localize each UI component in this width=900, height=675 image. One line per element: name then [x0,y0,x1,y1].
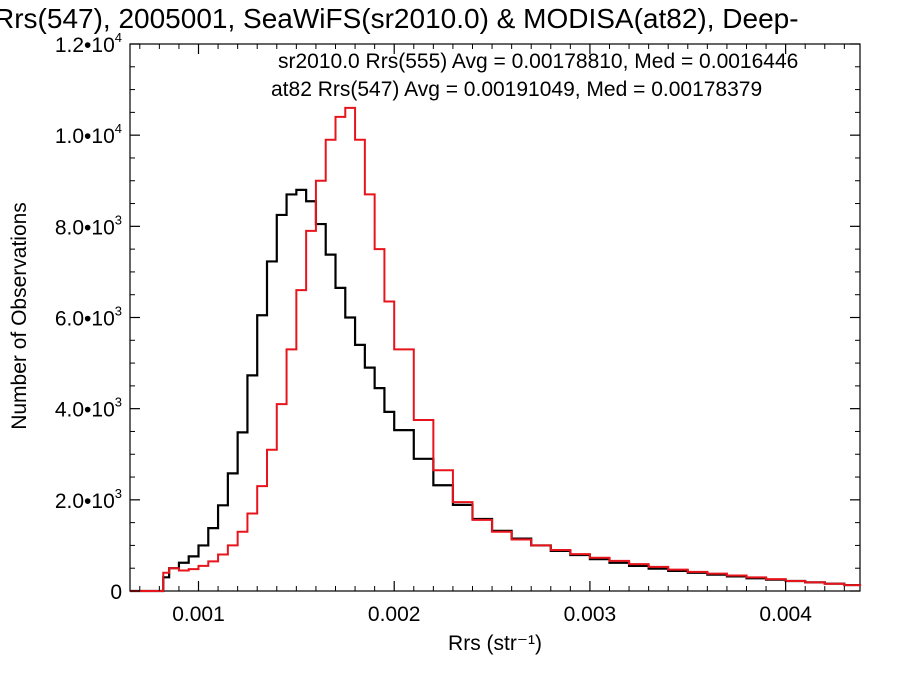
plot-area [129,43,861,592]
legend-entry-sr2010: sr2010.0 Rrs(555) Avg = 0.00178810, Med … [278,50,798,73]
legend: sr2010.0 Rrs(555) Avg = 0.00178810, Med … [271,50,798,101]
x-tick-label-2: 0.003 [564,603,617,626]
x-tick-label-3: 0.004 [759,603,812,626]
ticks-layer: 0.001 0.002 0.003 0.004 0 2.0•103 4.0•103 6.0•1… [55,30,860,626]
plot-frame [129,43,861,592]
legend-entry-at82: at82 Rrs(547) Avg = 0.00191049, Med = 0.… [271,78,762,101]
y-tick-label-4: 8.0•103 [55,212,122,239]
y-tick-label-2: 4.0•103 [55,395,122,422]
x-tick-label-0: 0.001 [172,603,225,626]
y-tick-label-5: 1.0•104 [55,121,122,148]
series-line-1 [130,106,861,592]
y-axis-label: Number of Observations [8,202,31,430]
x-axis-label: Rrs (str⁻¹) [448,632,542,655]
y-tick-label-1: 2.0•103 [55,486,122,513]
chart-title: Rrs(547), 2005001, SeaWiFS(sr2010.0) & M… [0,3,799,34]
series-layer [130,106,862,593]
y-tick-label-6: 1.2•104 [55,30,122,57]
y-tick-label-0: 0 [110,581,122,604]
x-tick-label-1: 0.002 [368,603,421,626]
y-tick-label-3: 6.0•103 [55,304,122,331]
